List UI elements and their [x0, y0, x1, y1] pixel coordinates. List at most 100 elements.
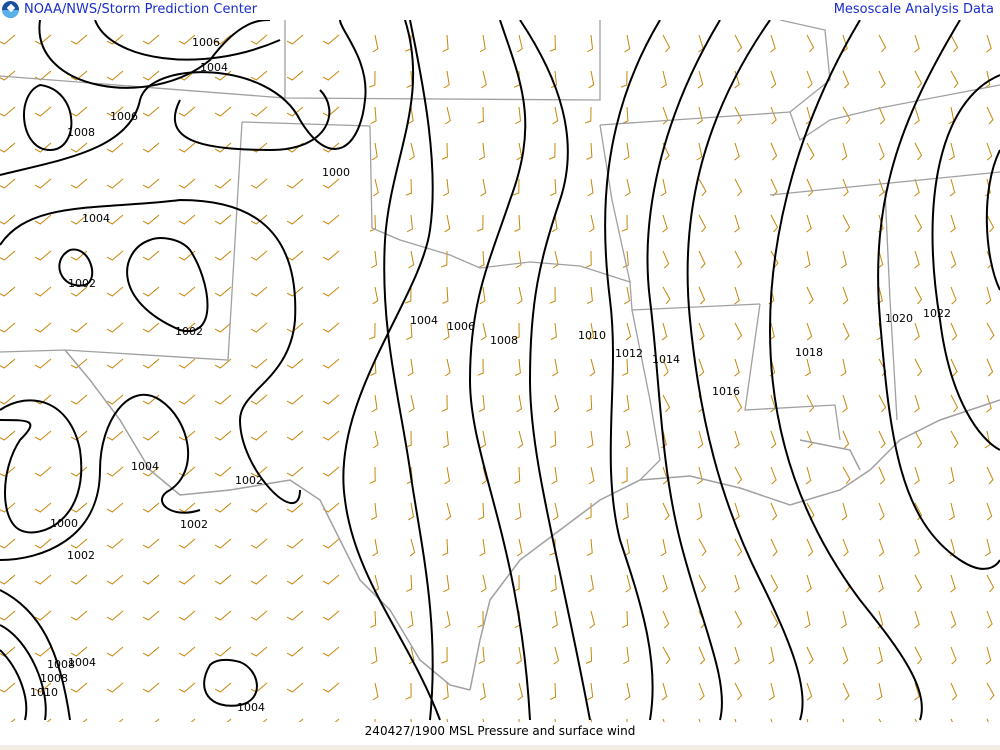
wind-barb [70, 682, 88, 693]
wind-barb [985, 286, 992, 305]
wind-barb [70, 34, 88, 45]
wind-barb [585, 250, 592, 268]
wind-barb [950, 358, 958, 377]
wind-barb [770, 214, 779, 233]
wind-barb [842, 430, 850, 449]
header-left-title: NOAA/NWS/Storm Prediction Center [24, 2, 258, 17]
wind-barb [106, 106, 124, 117]
wind-barb [286, 106, 304, 117]
wind-barb [250, 610, 268, 621]
wind-barb [142, 538, 160, 549]
wind-barb [550, 574, 557, 593]
wind-barb [286, 34, 304, 45]
wind-barb [950, 250, 957, 269]
wind-barb [842, 322, 850, 341]
wind-barb [553, 646, 560, 665]
wind-barb [585, 646, 593, 664]
wind-barb [70, 106, 88, 117]
wind-barb [0, 502, 16, 513]
wind-barb [734, 466, 743, 485]
wind-barb [214, 250, 232, 261]
wind-barb [250, 34, 268, 45]
isobar-label: 1020 [885, 312, 913, 325]
wind-barb [371, 394, 378, 413]
wind-barb [0, 358, 16, 369]
isobar-label: 1004 [237, 701, 265, 714]
wind-barb [841, 250, 847, 269]
wind-barb [914, 610, 920, 629]
wind-barb [585, 502, 592, 520]
wind-barb [914, 34, 920, 53]
wind-barb [372, 430, 379, 449]
wind-barb [286, 538, 304, 549]
wind-barb [408, 250, 415, 269]
wind-barb [734, 574, 740, 593]
wind-barb [0, 682, 16, 693]
wind-barb [477, 106, 484, 124]
wind-barb [588, 322, 595, 341]
wind-barb [479, 682, 486, 701]
wind-barb [178, 142, 196, 153]
wind-barb [444, 610, 451, 629]
wind-barb [442, 430, 449, 449]
wind-barb [70, 430, 88, 441]
wind-barb [842, 178, 849, 197]
wind-barb [770, 106, 777, 125]
wind-barb [405, 430, 412, 448]
wind-barb [622, 106, 629, 124]
wind-barb [322, 286, 340, 297]
wind-barb [214, 178, 232, 189]
wind-barb [842, 538, 849, 557]
wind-barb [662, 286, 671, 305]
wind-barb [986, 466, 994, 485]
wind-barb [405, 682, 412, 700]
wind-barb [621, 610, 629, 628]
wind-barb [286, 502, 304, 513]
wind-barb [513, 322, 520, 340]
wind-barb [444, 466, 451, 485]
coastline [64, 349, 1000, 691]
wind-barb [214, 502, 232, 513]
wind-barb [34, 394, 52, 405]
wind-barb [734, 34, 743, 53]
wind-barb [768, 646, 775, 665]
wind-barb [178, 682, 196, 693]
wind-barb [250, 466, 268, 477]
wind-barb [914, 70, 923, 89]
wind-barb [214, 538, 232, 549]
wind-barb [368, 322, 376, 340]
wind-barb [286, 250, 304, 261]
wind-barb [106, 466, 124, 477]
wind-barb [770, 250, 779, 269]
wind-barb [548, 142, 556, 160]
wind-barb [877, 610, 884, 629]
wind-barb [214, 682, 232, 693]
wind-barb [734, 538, 743, 557]
wind-barb [442, 178, 450, 197]
wind-barb [950, 322, 958, 341]
wind-barb [620, 70, 628, 88]
wind-barb [0, 142, 16, 153]
wind-barb [984, 70, 991, 89]
wind-barb [443, 322, 450, 341]
wind-barb [479, 34, 486, 53]
wind-barb [841, 142, 848, 161]
wind-barb [550, 430, 557, 448]
wind-barb [770, 610, 779, 629]
wind-barb [588, 466, 595, 485]
wind-barb [515, 502, 522, 521]
isobar-label: 1016 [712, 385, 740, 398]
wind-barb [625, 574, 632, 593]
isobar-label: 1004 [131, 460, 159, 473]
wind-barb [250, 430, 268, 441]
wind-barb [734, 394, 743, 413]
wind-barb [286, 358, 304, 369]
wind-barb [480, 574, 487, 593]
wind-barb [370, 250, 378, 269]
wind-barb [622, 250, 629, 269]
wind-barb [478, 142, 486, 161]
wind-barb [734, 142, 740, 161]
wind-barb [286, 610, 304, 621]
wind-barb [479, 286, 486, 305]
isobar-label: 1000 [50, 517, 78, 530]
